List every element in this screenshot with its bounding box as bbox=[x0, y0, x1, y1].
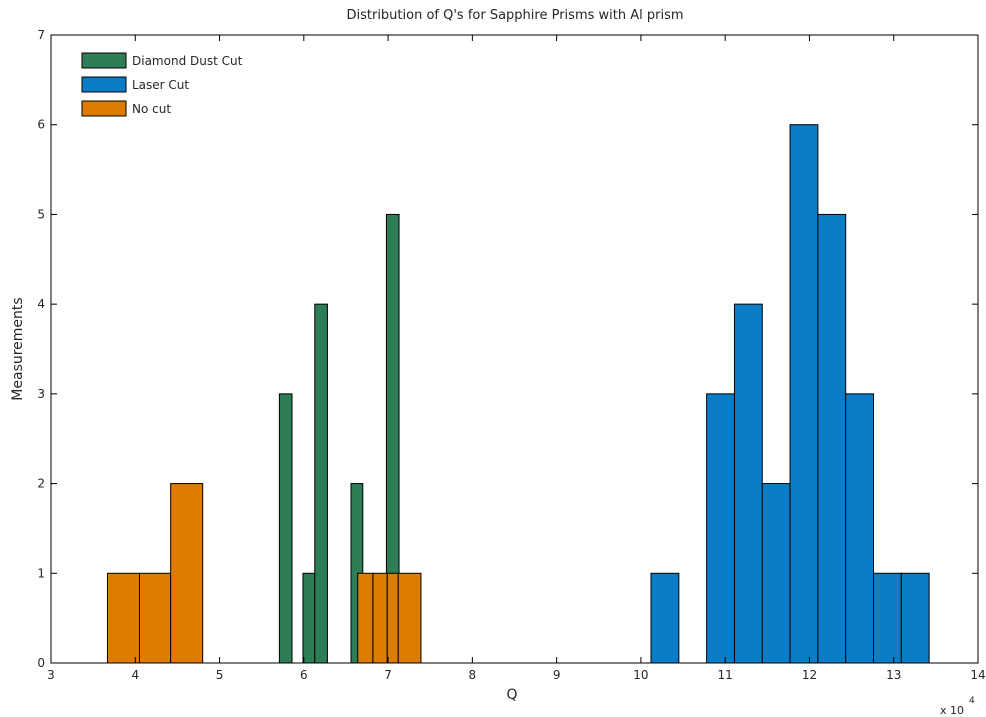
histogram-bar bbox=[386, 572, 399, 664]
legend-swatch bbox=[81, 52, 127, 69]
y-tick-label: 6 bbox=[37, 118, 45, 132]
histogram-bar bbox=[106, 572, 140, 664]
histogram-bar bbox=[733, 303, 763, 664]
legend-label: Diamond Dust Cut bbox=[132, 54, 243, 68]
y-tick-label: 5 bbox=[37, 207, 45, 221]
x-axis-multiplier-exponent: 4 bbox=[969, 696, 975, 706]
x-tick-label: 3 bbox=[47, 668, 55, 682]
legend: Diamond Dust Cut Laser Cut No cut bbox=[81, 52, 243, 117]
histogram-bar bbox=[302, 572, 316, 664]
x-tick-label: 4 bbox=[131, 668, 139, 682]
histogram-bar bbox=[314, 303, 328, 664]
histogram-bar bbox=[357, 572, 374, 664]
histogram-bar bbox=[873, 572, 902, 664]
histogram-bar bbox=[789, 124, 819, 664]
legend-label: No cut bbox=[132, 102, 171, 116]
x-axis-label: Q bbox=[506, 687, 517, 703]
histogram-bar bbox=[900, 572, 930, 664]
legend-swatch bbox=[81, 76, 127, 93]
x-tick-label: 5 bbox=[216, 668, 224, 682]
y-tick-label: 4 bbox=[37, 297, 45, 311]
x-tick-label: 7 bbox=[384, 668, 392, 682]
y-axis-label: Measurements bbox=[10, 297, 26, 400]
x-tick-label: 13 bbox=[886, 668, 901, 682]
x-tick-label: 10 bbox=[633, 668, 648, 682]
plot-frame bbox=[50, 34, 979, 664]
histogram-bar bbox=[706, 393, 735, 664]
y-tick-label: 2 bbox=[37, 477, 45, 491]
y-tick-label: 7 bbox=[37, 28, 45, 42]
legend-label: Laser Cut bbox=[132, 78, 189, 92]
x-tick-label: 6 bbox=[300, 668, 308, 682]
histogram-bars bbox=[106, 124, 930, 664]
histogram-bar bbox=[372, 572, 388, 664]
y-tick-label: 1 bbox=[37, 566, 45, 580]
x-tick-label: 14 bbox=[970, 668, 985, 682]
histogram-bar bbox=[817, 213, 847, 664]
legend-swatch bbox=[81, 100, 127, 117]
x-tick-label: 9 bbox=[553, 668, 561, 682]
x-tick-label: 12 bbox=[802, 668, 817, 682]
x-tick-label: 11 bbox=[718, 668, 733, 682]
x-axis-multiplier: x 10 bbox=[940, 704, 964, 717]
x-tick-label: 8 bbox=[469, 668, 477, 682]
y-tick-label: 0 bbox=[37, 656, 45, 670]
histogram-bar bbox=[845, 393, 875, 664]
histogram-bar bbox=[170, 483, 204, 664]
chart-title: Distribution of Q's for Sapphire Prisms … bbox=[346, 8, 683, 23]
y-tick-label: 3 bbox=[37, 387, 45, 401]
histogram-bar bbox=[650, 572, 680, 664]
histogram-bar bbox=[397, 572, 422, 664]
histogram-bar bbox=[761, 483, 791, 664]
histogram-bar bbox=[278, 393, 293, 664]
histogram-bar bbox=[138, 572, 172, 664]
